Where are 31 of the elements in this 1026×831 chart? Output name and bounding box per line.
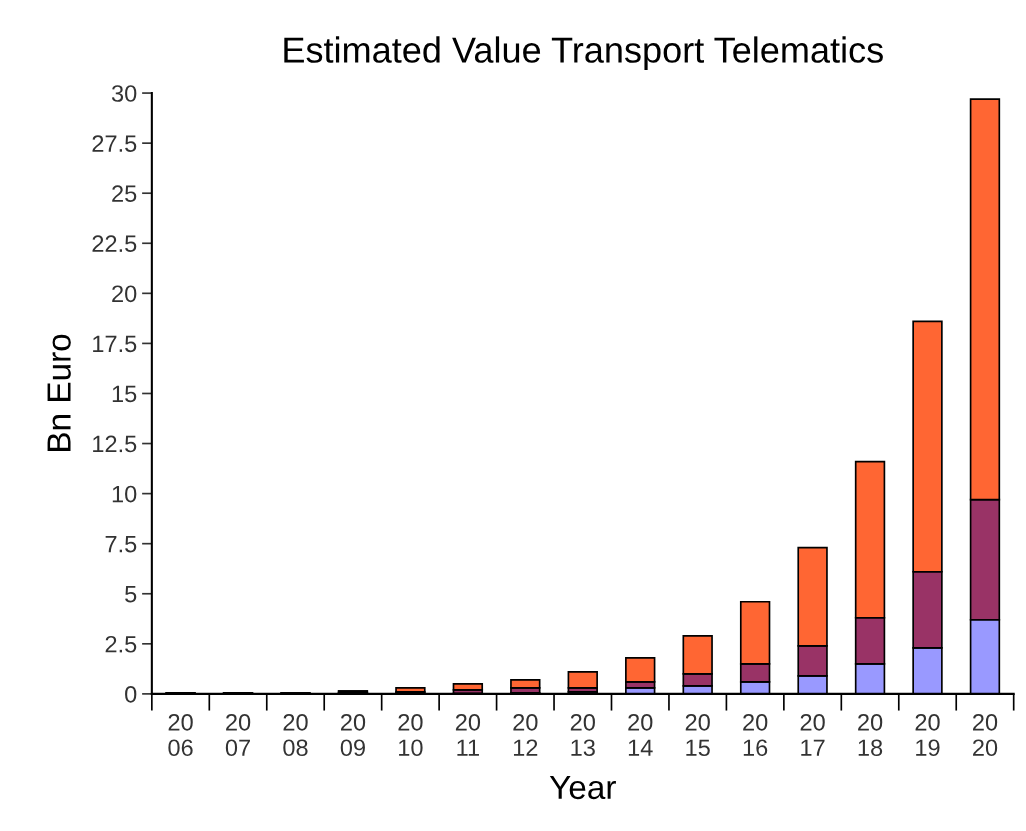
x-tick-label: 20 06	[168, 713, 193, 757]
chart-title: Estimated Value Transport Telematics	[284, 36, 883, 71]
y-tick-label: 27.5	[92, 135, 137, 152]
x-tick-label: 20 07	[225, 713, 251, 757]
y-tick-label: 25	[112, 185, 137, 202]
x-tick-label: 20 15	[685, 713, 710, 757]
y-tick-label: 30	[111, 85, 137, 102]
x-axis-title: Year	[549, 775, 616, 800]
y-tick-label: 2.5	[105, 635, 137, 653]
y-tick-label: 5	[125, 586, 137, 603]
x-tick-label: 20 19	[915, 713, 940, 757]
y-tick-label: 22.5	[92, 235, 137, 253]
x-tick-label: 20 20	[973, 713, 998, 757]
y-tick-label: 0	[125, 685, 137, 703]
x-tick-label: 20 08	[283, 713, 308, 757]
x-tick-label: 20 10	[398, 713, 423, 757]
x-tick-label: 20 09	[340, 713, 366, 757]
x-tick-label: 20 17	[800, 713, 825, 756]
x-tick-label: 20 12	[513, 713, 538, 756]
y-axis-title: Bn Euro	[47, 334, 71, 451]
x-tick-label: 20 16	[743, 713, 768, 757]
x-tick-label: 20 13	[570, 713, 595, 757]
y-tick-label: 7.5	[105, 535, 137, 553]
x-tick-label: 20 11	[455, 713, 481, 756]
y-tick-label: 10	[112, 485, 137, 503]
x-tick-label: 20 14	[628, 713, 653, 756]
y-tick-label: 17.5	[93, 335, 137, 353]
y-tick-label: 15	[112, 385, 137, 403]
x-tick-label: 20 18	[858, 713, 883, 757]
y-tick-label: 12.5	[93, 435, 137, 453]
y-tick-label: 20	[112, 285, 137, 303]
